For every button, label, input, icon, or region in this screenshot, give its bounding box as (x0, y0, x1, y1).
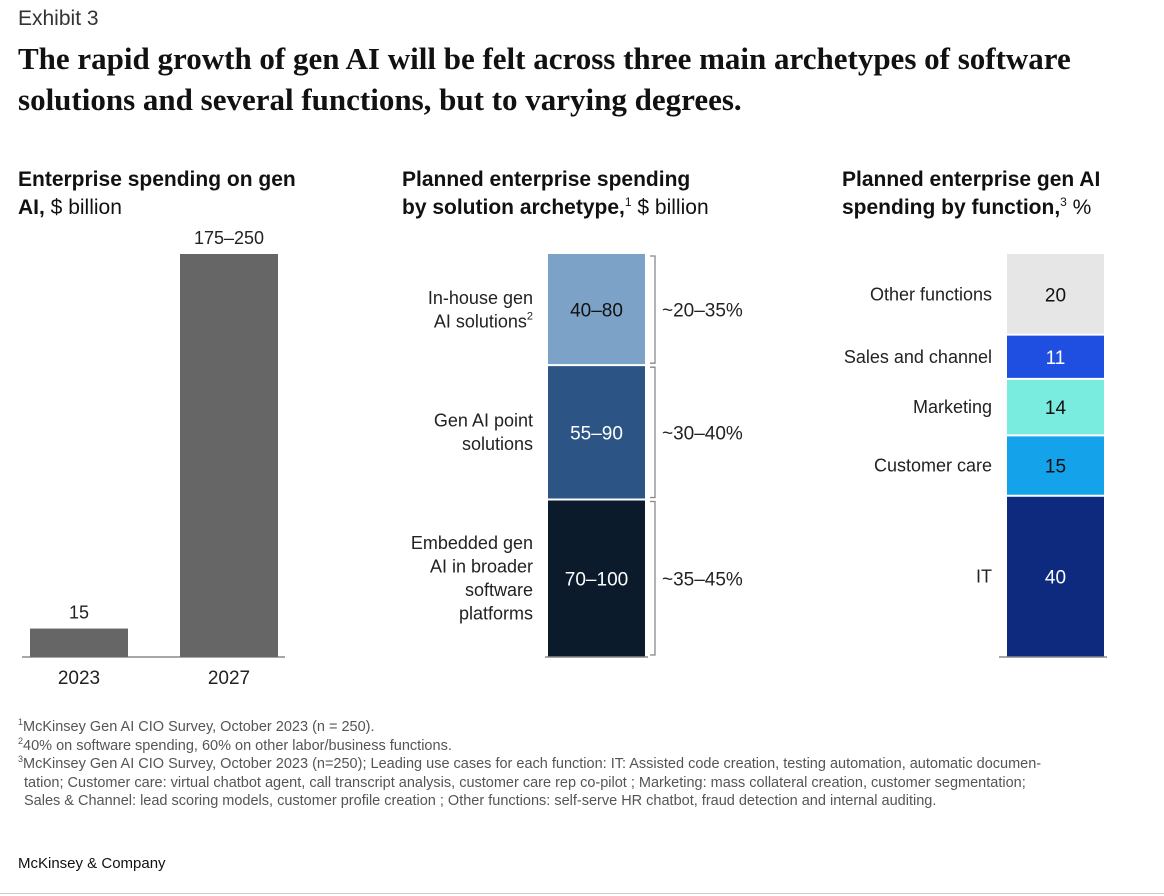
segment-category-label: AI in broader (430, 557, 533, 577)
function-segment (1007, 435, 1104, 496)
footnote-3-line2: tation; Customer care: virtual chatbot a… (24, 774, 1026, 791)
footnote-2-marker: 2 (18, 735, 24, 746)
panel3-title-bold-1: Planned enterprise gen AI (842, 168, 1101, 191)
headline: The rapid growth of gen AI will be felt … (18, 41, 1071, 117)
share-label: ~30–40% (662, 423, 743, 444)
panel2-title-sup: 1 (624, 195, 632, 209)
function-value-label: 20 (1045, 285, 1066, 306)
footnote-1-text: McKinsey Gen AI CIO Survey, October 2023… (23, 719, 375, 735)
share-bracket (650, 500, 656, 656)
function-category-label: Marketing (913, 397, 992, 417)
x-tick-label: 2027 (208, 668, 250, 689)
function-value-label: 40 (1045, 567, 1066, 588)
bar-value-label: 15 (69, 603, 89, 623)
function-segment (1007, 495, 1104, 657)
spending-bar-chart: 15 2023 175–250 2027 (22, 228, 285, 689)
function-segment (1007, 254, 1104, 335)
company-footer: McKinsey & Company (18, 855, 166, 872)
segment-category-label: software (465, 580, 533, 600)
bar-2023 (30, 628, 128, 657)
panel1-title-unit: $ billion (44, 196, 122, 219)
bar-2027 (180, 254, 278, 657)
function-value-label: 15 (1045, 457, 1066, 478)
panel3-title-sup: 3 (1060, 195, 1067, 209)
footnote-3-line3: Sales & Channel: lead scoring models, cu… (24, 793, 937, 809)
segment-value-label: 55–90 (570, 423, 623, 444)
segment-bar (548, 254, 645, 366)
share-bracket (650, 366, 656, 499)
share-label: ~35–45% (662, 569, 743, 590)
panel2-title: Planned enterprise spending by solution … (402, 166, 782, 222)
function-category-label: Sales and channel (844, 347, 992, 367)
panel1-title: Enterprise spending on gen AI, $ billion (18, 166, 318, 222)
segment-category-label: In-house gen (428, 288, 533, 308)
segment-value-label: 40–80 (570, 301, 623, 322)
panel3-title-bold-2: spending by function, (842, 196, 1061, 219)
footnote-3: 3McKinsey Gen AI CIO Survey, October 202… (18, 755, 1148, 774)
share-bracket (650, 255, 656, 364)
footnote-1-marker: 1 (18, 717, 24, 728)
panel3-title-unit: % (1066, 196, 1092, 219)
footnote-1: 1McKinsey Gen AI CIO Survey, October 202… (18, 718, 1148, 737)
function-category-label: IT (976, 566, 992, 586)
function-segment (1007, 378, 1104, 436)
panel2-title-bold-1: Planned enterprise spending (402, 168, 691, 191)
bottom-divider (0, 893, 1164, 894)
x-tick-label: 2023 (58, 668, 100, 689)
bar-value-label: 175–250 (194, 228, 264, 248)
segment-category-label: AI solutions2 (434, 310, 533, 331)
segment-bar (548, 499, 645, 657)
function-stacked-chart: 20 Other functions 11 Sales and channel 14 Ma… (844, 254, 1107, 658)
share-label: ~20–35% (662, 301, 743, 322)
segment-category-label: solutions (462, 434, 533, 454)
segment-category-label: Gen AI point (434, 411, 533, 431)
segment-category-label: Embedded gen (411, 533, 533, 553)
function-value-label: 11 (1046, 348, 1066, 369)
footnote-2-text: 40% on software spending, 60% on other l… (23, 737, 452, 754)
segment-category-label: platforms (459, 604, 533, 624)
footnotes: 1McKinsey Gen AI CIO Survey, October 202… (18, 718, 1148, 811)
function-category-label: Other functions (870, 284, 992, 304)
function-category-label: Customer care (874, 456, 992, 476)
footnote-3-marker: 3 (18, 754, 24, 765)
footnote-2: 240% on software spending, 60% on other … (18, 735, 1148, 756)
panel2-title-unit: $ billion (631, 196, 709, 219)
panel3-title: Planned enterprise gen AI spending by fu… (842, 166, 1152, 222)
function-segment (1007, 334, 1104, 379)
segment-value-label: 70–100 (565, 569, 628, 590)
footnote-3-text-line1: McKinsey Gen AI CIO Survey, October 2023… (23, 756, 1042, 772)
exhibit-label: Exhibit 3 (18, 7, 99, 30)
segment-bar (548, 365, 645, 500)
panel2-title-bold-2: by solution archetype, (402, 196, 625, 219)
panel1-title-bold: Enterprise spending on gen AI, (18, 168, 296, 219)
function-value-label: 14 (1045, 398, 1067, 419)
